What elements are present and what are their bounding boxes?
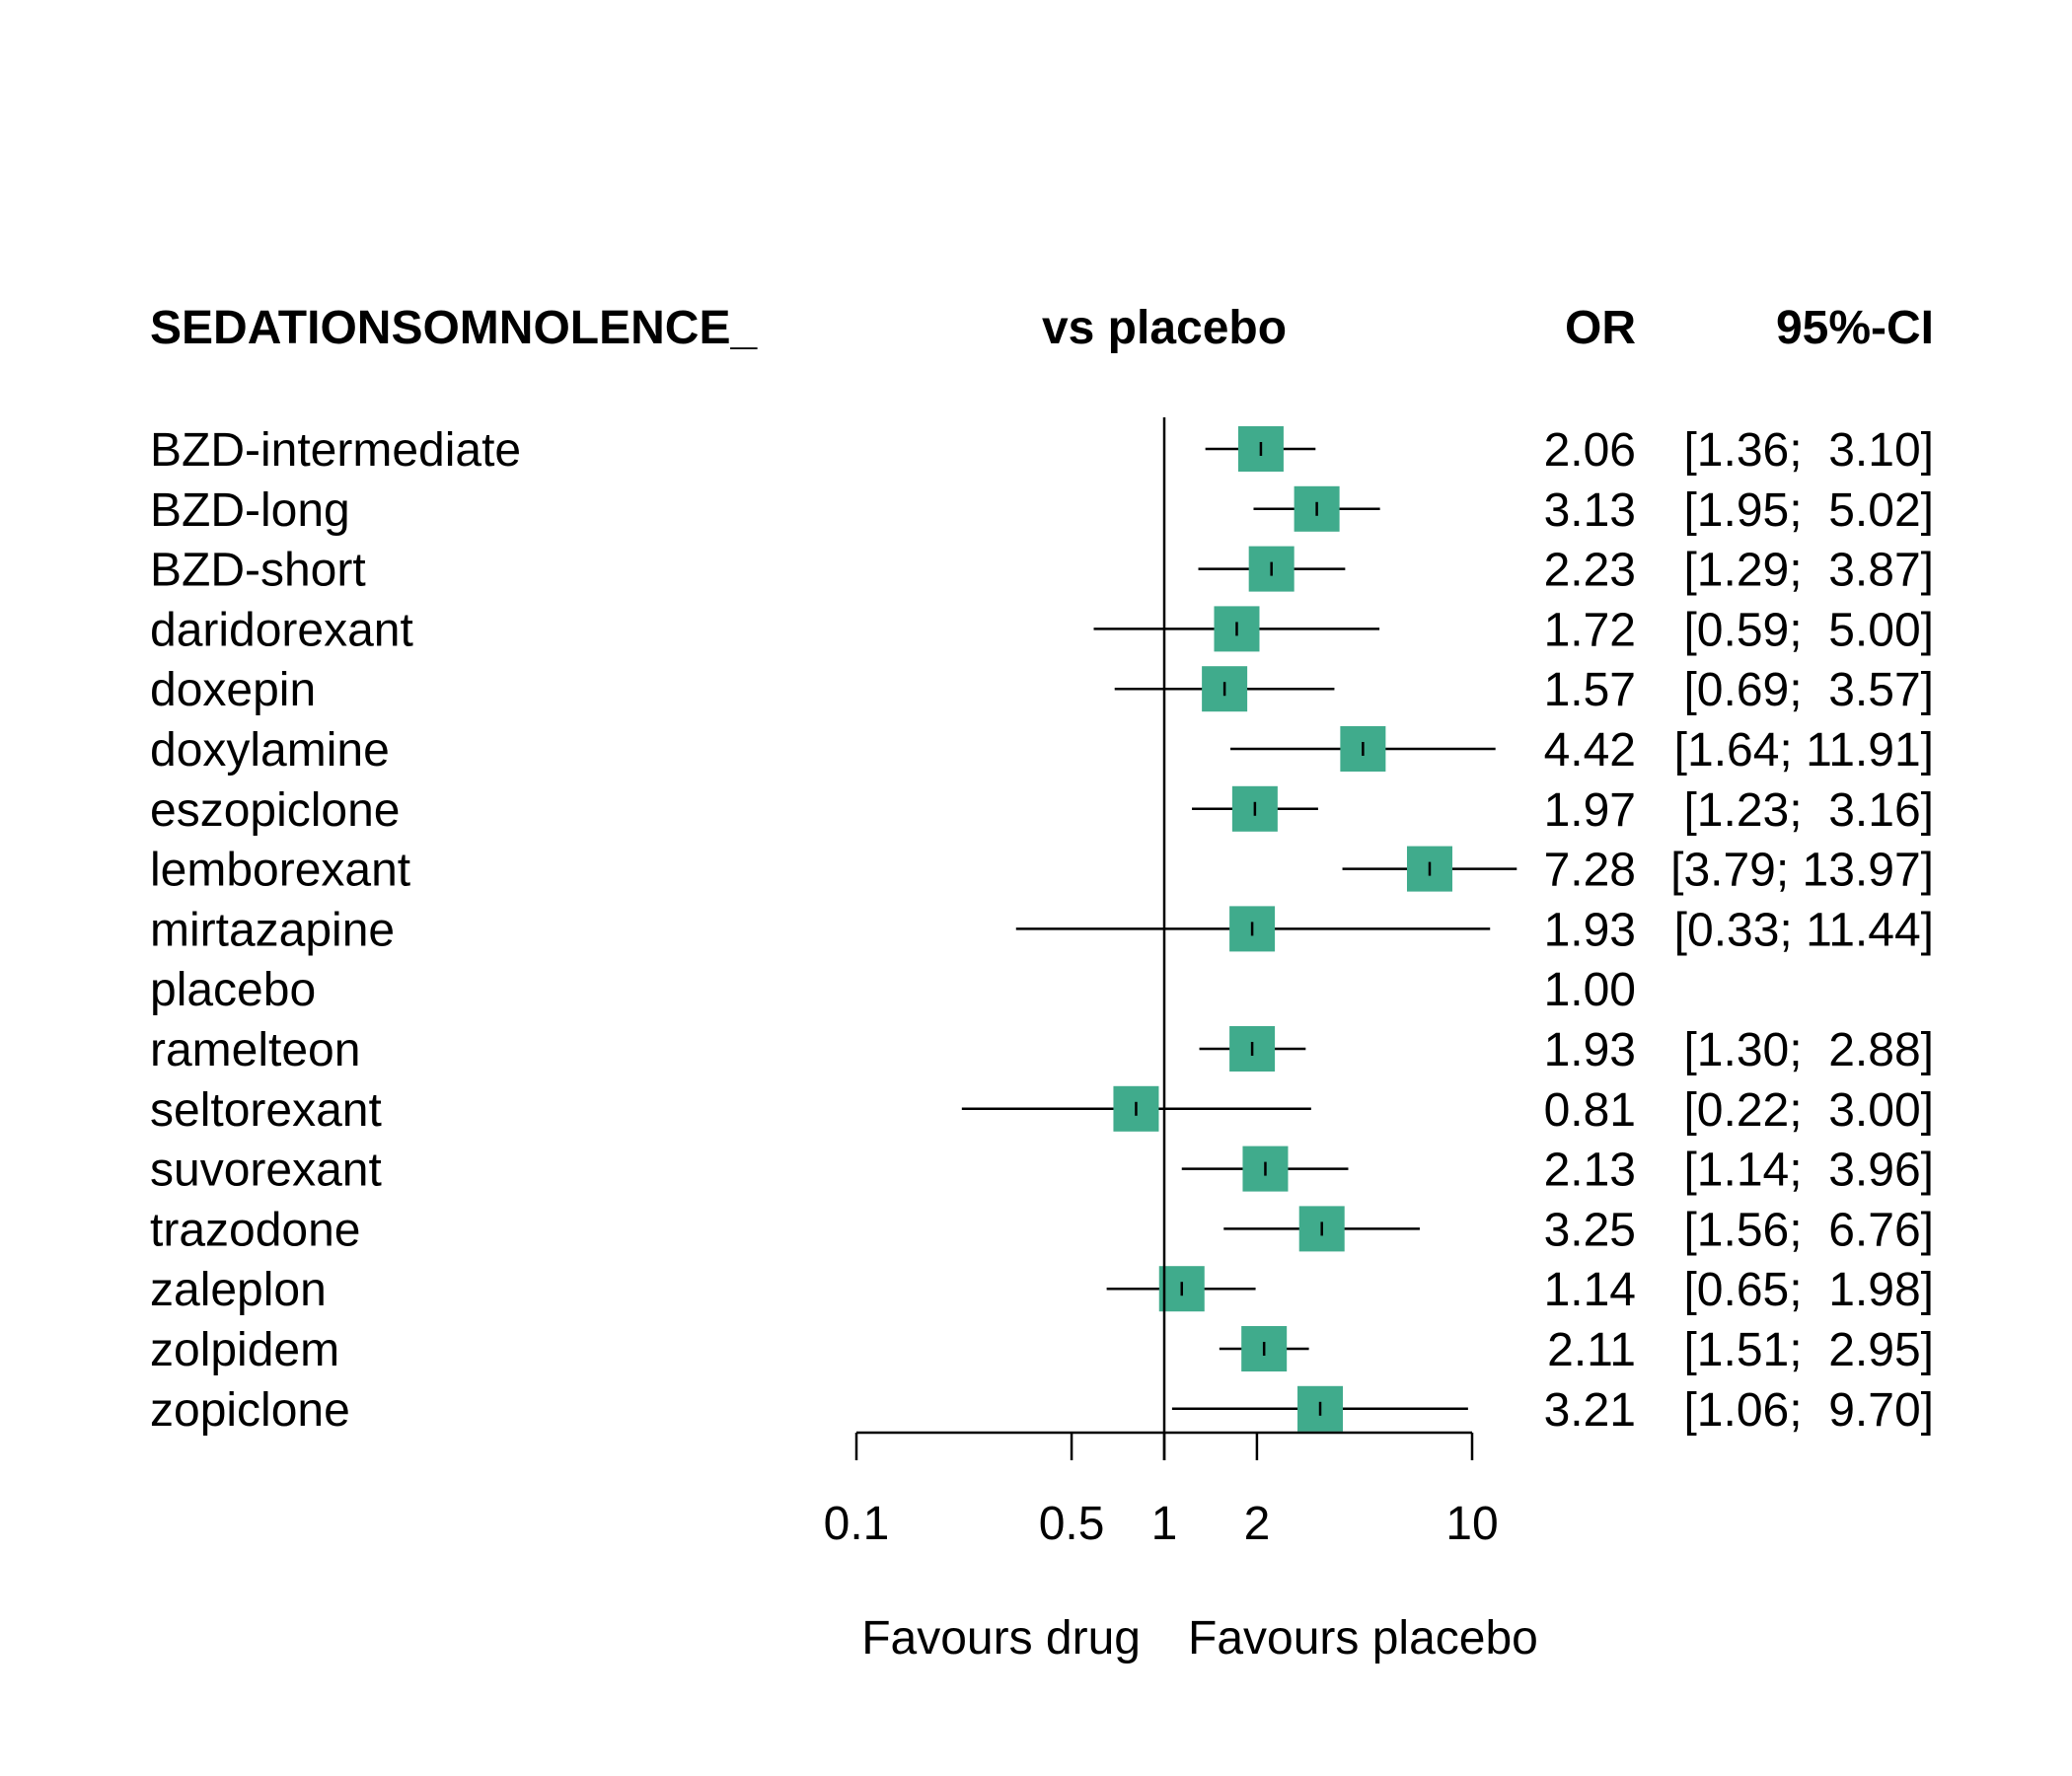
- treatment-label: BZD-long: [150, 484, 350, 537]
- ci-value: [0.59; 5.00]: [1683, 604, 1934, 656]
- header-estimate: OR: [1565, 302, 1636, 354]
- treatment-label: zaleplon: [150, 1264, 327, 1316]
- or-value: 4.42: [1544, 724, 1636, 777]
- row-placebo: placebo 1.00: [150, 964, 1636, 1016]
- treatment-label: seltorexant: [150, 1084, 382, 1137]
- ci-value: [1.29; 3.87]: [1683, 545, 1934, 597]
- ci-value: [1.51; 2.95]: [1683, 1324, 1934, 1376]
- row-zolpidem: zolpidem 2.11 [1.51; 2.95]: [150, 1324, 1934, 1376]
- row-BZD-short: BZD-short 2.23 [1.29; 3.87]: [150, 545, 1934, 597]
- or-value: 1.72: [1544, 604, 1636, 656]
- row-zopiclone: zopiclone 3.21 [1.06; 9.70]: [150, 1384, 1934, 1437]
- or-value: 2.13: [1544, 1145, 1636, 1197]
- or-value: 3.13: [1544, 484, 1636, 537]
- x-tick-label: 10: [1445, 1498, 1498, 1550]
- ci-value: [0.65; 1.98]: [1683, 1264, 1934, 1316]
- row-ramelteon: ramelteon 1.93 [1.30; 2.88]: [150, 1024, 1934, 1076]
- or-value: 2.06: [1544, 424, 1636, 477]
- ci-value: [0.69; 3.57]: [1683, 664, 1934, 716]
- row-suvorexant: suvorexant 2.13 [1.14; 3.96]: [150, 1145, 1934, 1197]
- x-axis: 0.1 0.5 1 2 10: [824, 417, 1499, 1550]
- or-value: 1.93: [1544, 904, 1636, 956]
- favours-placebo-label: Favours placebo: [1188, 1612, 1538, 1665]
- x-tick-label: 0.5: [1039, 1498, 1105, 1550]
- row-doxepin: doxepin 1.57 [0.69; 3.57]: [150, 664, 1934, 716]
- ci-value: [1.95; 5.02]: [1683, 484, 1934, 537]
- or-value: 0.81: [1544, 1084, 1636, 1137]
- or-value: 3.25: [1544, 1204, 1636, 1256]
- header-outcome: SEDATIONSOMNOLENCE_: [150, 302, 758, 354]
- ci-value: [1.23; 3.16]: [1683, 784, 1934, 837]
- header-row: SEDATIONSOMNOLENCE_ vs placebo OR 95%-CI: [150, 302, 1934, 354]
- row-daridorexant: daridorexant 1.72 [0.59; 5.00]: [150, 604, 1934, 656]
- ci-value: [3.79; 13.97]: [1670, 845, 1934, 897]
- treatment-label: doxylamine: [150, 724, 390, 777]
- or-value: 2.11: [1547, 1324, 1636, 1376]
- ci-value: [1.14; 3.96]: [1683, 1145, 1934, 1197]
- ci-value: [0.33; 11.44]: [1674, 904, 1934, 956]
- row-BZD-intermediate: BZD-intermediate 2.06 [1.36; 3.10]: [150, 424, 1934, 477]
- row-zaleplon: zaleplon 1.14 [0.65; 1.98]: [150, 1264, 1934, 1316]
- row-seltorexant: seltorexant 0.81 [0.22; 3.00]: [150, 1084, 1934, 1137]
- x-tick-label: 2: [1244, 1498, 1271, 1550]
- or-value: 7.28: [1544, 845, 1636, 897]
- x-tick-label: 0.1: [824, 1498, 890, 1550]
- header-comparison: vs placebo: [1042, 302, 1287, 354]
- ci-value: [0.22; 3.00]: [1683, 1084, 1934, 1137]
- treatment-label: daridorexant: [150, 604, 413, 656]
- or-value: 1.14: [1544, 1264, 1636, 1316]
- or-value: 1.93: [1544, 1024, 1636, 1076]
- treatment-label: zopiclone: [150, 1384, 350, 1437]
- treatment-label: BZD-intermediate: [150, 424, 521, 477]
- header-ci: 95%-CI: [1776, 302, 1934, 354]
- treatment-label: doxepin: [150, 664, 316, 716]
- forest-rows: BZD-intermediate 2.06 [1.36; 3.10] BZD-long…: [150, 424, 1934, 1437]
- or-value: 1.97: [1544, 784, 1636, 837]
- or-value: 1.57: [1544, 664, 1636, 716]
- or-value: 2.23: [1544, 545, 1636, 597]
- row-doxylamine: doxylamine 4.42 [1.64; 11.91]: [150, 724, 1934, 777]
- treatment-label: ramelteon: [150, 1024, 360, 1076]
- treatment-label: trazodone: [150, 1204, 361, 1256]
- x-tick-label: 1: [1151, 1498, 1178, 1550]
- ci-value: [1.06; 9.70]: [1683, 1384, 1934, 1437]
- ci-value: [1.30; 2.88]: [1683, 1024, 1934, 1076]
- favours-drug-label: Favours drug: [861, 1612, 1141, 1665]
- or-value: 1.00: [1544, 964, 1636, 1016]
- or-value: 3.21: [1544, 1384, 1636, 1437]
- ci-value: [1.36; 3.10]: [1683, 424, 1934, 477]
- row-mirtazapine: mirtazapine 1.93 [0.33; 11.44]: [150, 904, 1934, 956]
- treatment-label: suvorexant: [150, 1145, 382, 1197]
- row-eszopiclone: eszopiclone 1.97 [1.23; 3.16]: [150, 784, 1934, 837]
- treatment-label: eszopiclone: [150, 784, 401, 837]
- treatment-label: BZD-short: [150, 545, 366, 597]
- ci-value: [1.56; 6.76]: [1683, 1204, 1934, 1256]
- ci-value: [1.64; 11.91]: [1674, 724, 1934, 777]
- treatment-label: zolpidem: [150, 1324, 339, 1376]
- treatment-label: lemborexant: [150, 845, 410, 897]
- row-BZD-long: BZD-long 3.13 [1.95; 5.02]: [150, 484, 1934, 537]
- favour-labels: Favours drug Favours placebo: [861, 1612, 1538, 1665]
- row-lemborexant: lemborexant 7.28 [3.79; 13.97]: [150, 845, 1934, 897]
- treatment-label: mirtazapine: [150, 904, 395, 956]
- treatment-label: placebo: [150, 964, 316, 1016]
- row-trazodone: trazodone 3.25 [1.56; 6.76]: [150, 1204, 1934, 1256]
